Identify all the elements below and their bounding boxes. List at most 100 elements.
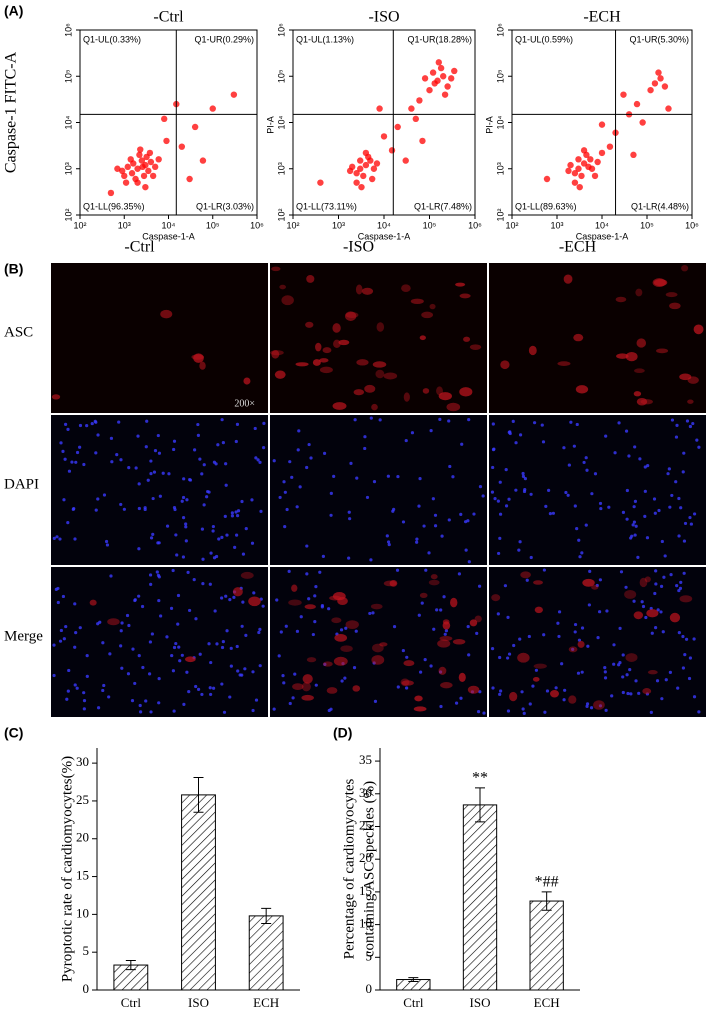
cell-signal <box>679 595 693 603</box>
event-dot <box>114 165 121 172</box>
y-tick-label: 5 <box>366 948 373 963</box>
nucleus <box>221 640 225 644</box>
y-tick-label: 10⁴ <box>276 115 286 129</box>
error-bar <box>408 977 419 982</box>
nucleus <box>94 451 98 455</box>
nucleus <box>256 458 260 462</box>
nucleus <box>573 504 577 508</box>
nucleus <box>657 508 661 513</box>
nucleus <box>262 421 266 425</box>
cell-signal <box>292 683 304 690</box>
column-title: -ECH <box>559 239 597 256</box>
event-dot <box>128 170 136 177</box>
nucleus <box>182 702 186 706</box>
nucleus <box>585 468 589 472</box>
nucleus <box>405 686 409 690</box>
nucleus <box>386 540 391 544</box>
bar <box>181 794 216 991</box>
y-tick-label: 30 <box>76 754 89 769</box>
nucleus <box>621 690 625 695</box>
nucleus <box>638 457 642 461</box>
nucleus <box>184 525 188 529</box>
nucleus <box>186 570 190 574</box>
nucleus <box>498 480 502 484</box>
panel-label: (C) <box>4 725 23 741</box>
nucleus <box>668 505 672 509</box>
nucleus <box>101 688 105 693</box>
nucleus <box>695 438 699 442</box>
cell-signal <box>446 402 461 412</box>
nucleus <box>52 643 56 647</box>
nucleus <box>604 434 608 438</box>
nucleus <box>209 692 213 697</box>
cell-signal <box>582 578 595 587</box>
micrograph <box>51 567 268 717</box>
event-dot <box>119 167 126 175</box>
y-tick-label: 25 <box>359 817 372 832</box>
nucleus <box>560 662 564 666</box>
nucleus <box>566 493 570 497</box>
nucleus <box>125 613 130 618</box>
nucleus <box>447 419 451 423</box>
nucleus <box>211 529 215 533</box>
nucleus <box>153 449 158 453</box>
nucleus <box>272 459 276 463</box>
nucleus <box>234 439 238 444</box>
nucleus <box>457 572 462 576</box>
nucleus <box>211 686 216 690</box>
x-tick-label: 10⁵ <box>423 220 437 230</box>
x-axis-label: Caspase-1-A <box>142 231 195 241</box>
nucleus <box>554 686 558 690</box>
y-tick-label: 15 <box>76 868 89 883</box>
nucleus <box>172 709 176 713</box>
nucleus <box>659 610 663 614</box>
nucleus <box>259 509 263 513</box>
cell-signal <box>419 335 426 341</box>
nucleus <box>577 638 582 642</box>
nucleus <box>215 642 219 646</box>
nucleus <box>96 433 100 437</box>
nucleus <box>632 520 637 524</box>
plot-title: -ECH <box>583 9 621 26</box>
event-dot <box>448 75 455 82</box>
cell-signal <box>459 387 473 397</box>
cell-signal <box>467 685 480 694</box>
nucleus <box>585 702 590 706</box>
nucleus <box>697 710 701 714</box>
nucleus <box>633 499 638 503</box>
nucleus <box>660 539 664 544</box>
nucleus <box>82 462 86 467</box>
nucleus <box>187 690 191 694</box>
nucleus <box>261 604 265 608</box>
nucleus <box>654 626 658 630</box>
nucleus <box>137 654 141 658</box>
nucleus <box>386 474 390 478</box>
nucleus <box>228 695 232 699</box>
nucleus <box>669 573 673 577</box>
nucleus <box>621 653 625 657</box>
nucleus <box>119 644 123 648</box>
nucleus <box>172 439 177 443</box>
event-dot <box>647 86 654 94</box>
event-dot <box>419 137 426 145</box>
nucleus <box>363 446 367 451</box>
cell-signal <box>355 284 363 295</box>
cell-signal <box>305 321 314 328</box>
nucleus <box>223 514 227 518</box>
nucleus <box>439 608 443 612</box>
event-dot <box>416 97 423 104</box>
nucleus <box>117 420 121 424</box>
event-dot <box>357 157 364 164</box>
row-label: ASC <box>4 324 33 340</box>
event-dot <box>575 165 582 172</box>
event-dot <box>421 75 429 82</box>
nucleus <box>144 699 148 703</box>
nucleus <box>464 548 468 552</box>
x-tick-label: 10⁶ <box>250 220 264 230</box>
nucleus <box>201 582 205 586</box>
nucleus <box>165 524 170 528</box>
nucleus <box>604 708 608 712</box>
nucleus <box>506 709 511 713</box>
nucleus <box>491 422 495 426</box>
error-bar <box>193 776 204 813</box>
